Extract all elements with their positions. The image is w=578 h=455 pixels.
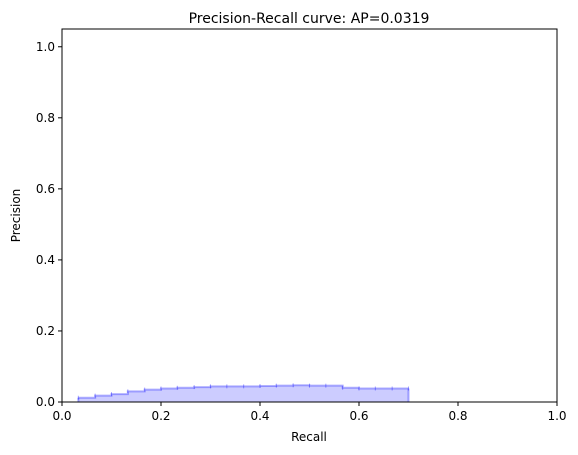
- x-tick-label: 0.8: [448, 409, 467, 423]
- y-tick-label: 0.0: [36, 395, 55, 409]
- plot-area: [77, 383, 410, 402]
- y-tick-label: 0.2: [36, 324, 55, 338]
- x-tick-label: 0.4: [250, 409, 269, 423]
- y-tick-label: 0.8: [36, 111, 55, 125]
- chart-title: Precision-Recall curve: AP=0.0319: [189, 11, 430, 27]
- x-tick-label: 0.6: [349, 409, 368, 423]
- x-tick-label: 0.2: [151, 409, 170, 423]
- y-tick-label: 1.0: [36, 40, 55, 54]
- y-axis-label: Precision: [9, 189, 23, 243]
- pr-fill-area: [78, 385, 409, 402]
- y-tick-label: 0.6: [36, 182, 55, 196]
- x-tick-label: 0.0: [52, 409, 71, 423]
- x-tick-label: 1.0: [547, 409, 566, 423]
- axes-frame: [61, 28, 558, 403]
- y-tick-label: 0.4: [36, 253, 55, 267]
- axis-ticks: 0.0 0.2 0.4 0.6 0.8 1.0 0.0 0.2 0.4 0.6 0.8 1.0: [36, 40, 567, 423]
- x-axis-label: Recall: [291, 430, 327, 444]
- pr-step-line: [78, 384, 409, 399]
